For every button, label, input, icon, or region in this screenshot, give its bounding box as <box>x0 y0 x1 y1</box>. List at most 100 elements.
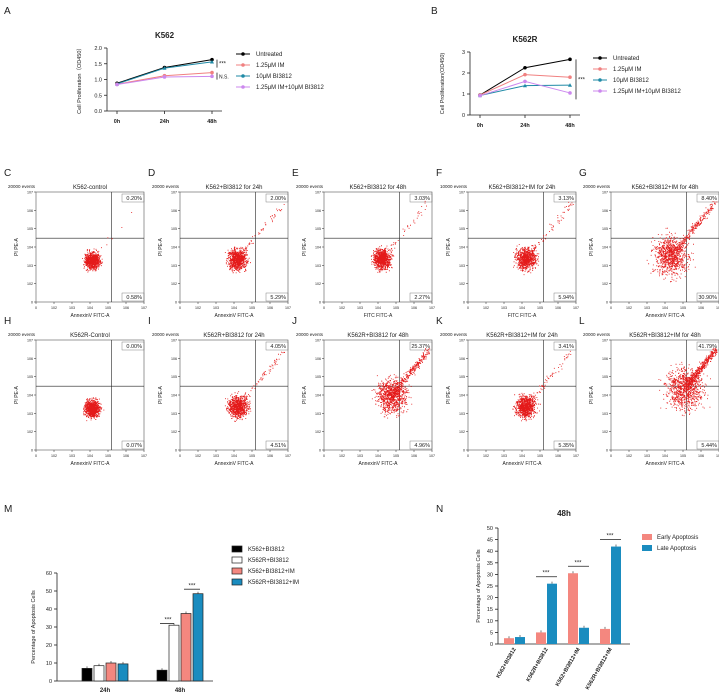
plot-frame <box>179 339 289 451</box>
legend-swatch <box>642 545 652 551</box>
x-axis-label: AnnexinV FITC-A <box>646 313 686 319</box>
x-tick-label: 106 <box>698 306 704 310</box>
x-tick-label: 103 <box>644 454 650 458</box>
data-point <box>568 91 572 95</box>
flow-title: K562R+BI3812 for 24h <box>203 333 264 339</box>
lower-right-percent: 5.44% <box>701 443 717 449</box>
x-axis-label: AnnexinV FITC-A <box>646 461 686 467</box>
y-tick-label: 105 <box>602 375 608 379</box>
flow-title: K562R+BI3812+IM for 24h <box>486 333 557 339</box>
bar <box>504 638 514 644</box>
y-tick-label: 20 <box>46 643 52 649</box>
x-tick-label: 106 <box>698 454 704 458</box>
legend-label: 1.25μM IM+10μM BI3812 <box>256 85 324 91</box>
x-tick-label: 104 <box>231 454 237 458</box>
flow-title: K562+BI3812+IM for 48h <box>631 185 698 191</box>
bar <box>93 665 105 682</box>
percent-box <box>696 341 719 351</box>
flow-panel-f: 10000 events K562+BI3812+IM for 24h 00 102 1… <box>440 184 579 319</box>
y-tick-label: 104 <box>27 246 33 250</box>
flow-panel-g: 20000 events K562+BI3812+IM for 48h 00 102 1… <box>583 184 719 319</box>
percent-box <box>553 292 577 302</box>
flow-title: K562+BI3812 for 24h <box>206 185 263 191</box>
lower-right-percent: 4.51% <box>270 443 286 449</box>
y-tick-label: 0.0 <box>94 109 102 115</box>
upper-right-percent: 3.03% <box>414 196 430 202</box>
y-axis-label: PI PE-A <box>14 237 20 255</box>
y-tick-label: 0 <box>463 301 465 305</box>
upper-right-percent: 41.79% <box>698 344 717 350</box>
bar <box>547 583 557 644</box>
y-tick-label: 102 <box>171 430 177 434</box>
y-axis-label: PI PE-A <box>589 385 595 403</box>
events-count: 20000 events <box>583 184 611 189</box>
panel-letter-d: D <box>148 168 155 179</box>
y-tick-label: 0 <box>175 301 177 305</box>
scatter-events <box>224 204 285 274</box>
bar <box>579 627 589 644</box>
y-tick-label: 0 <box>462 113 465 119</box>
significance-label: *** <box>574 560 582 566</box>
x-tick-label: 102 <box>626 454 632 458</box>
bar <box>105 662 117 682</box>
percent-box <box>265 341 289 351</box>
y-tick-label: 107 <box>459 191 465 195</box>
series-line <box>116 61 213 85</box>
legend-label: K562+BI3812 <box>248 547 285 553</box>
y-tick-label: 104 <box>315 394 321 398</box>
scatter-events <box>371 348 431 419</box>
legend-swatch <box>231 578 243 586</box>
y-tick-label: 104 <box>27 394 33 398</box>
plot-frame <box>610 339 719 451</box>
x-tick-label: 106 <box>123 454 129 458</box>
x-tick-label: 105 <box>680 454 686 458</box>
x-tick-label: 106 <box>555 454 561 458</box>
y-tick-label: 20 <box>487 596 493 602</box>
y-tick-label: 105 <box>315 227 321 231</box>
y-tick-label: 106 <box>602 209 608 213</box>
x-tick-label: 0 <box>323 454 325 458</box>
y-tick-label: 102 <box>315 430 321 434</box>
x-tick-label: 106 <box>123 306 129 310</box>
bar <box>536 632 546 644</box>
y-tick-label: 5 <box>490 630 493 636</box>
y-axis-label: PI PE-A <box>446 237 452 255</box>
y-tick-label: 102 <box>459 282 465 286</box>
flow-panel-h: 20000 events K562R-Control 00 102 102 103 103 1… <box>8 332 147 467</box>
y-tick-label: 106 <box>315 357 321 361</box>
data-point <box>523 72 527 77</box>
legend-label: Early Apoptosis <box>657 535 698 541</box>
y-tick-label: 35 <box>487 561 493 567</box>
upper-right-percent: 2.00% <box>270 196 286 202</box>
x-tick-label: 105 <box>105 306 111 310</box>
panel-letter-c: C <box>4 168 11 179</box>
y-tick-label: 0 <box>319 449 321 453</box>
percent-box <box>696 292 719 302</box>
legend-marker <box>241 74 245 78</box>
y-tick-label: 104 <box>459 394 465 398</box>
x-tick-label: 102 <box>51 454 57 458</box>
panel-letter-l: L <box>579 316 585 327</box>
x-tick-label: 104 <box>87 454 93 458</box>
y-tick-label: 106 <box>27 209 33 213</box>
y-tick-label: 104 <box>602 246 608 250</box>
significance-label: *** <box>578 77 586 83</box>
legend-label: K562R+BI3812+IM <box>248 580 299 586</box>
percent-box <box>121 292 145 302</box>
x-tick-label: 107 <box>716 306 719 310</box>
x-tick-label: 103 <box>501 454 507 458</box>
events-count: 20000 events <box>8 184 36 189</box>
x-tick-label: 105 <box>249 454 255 458</box>
y-tick-label: 102 <box>602 282 608 286</box>
y-tick-label: 104 <box>171 394 177 398</box>
flow-title: K562+BI3812 for 48h <box>350 185 407 191</box>
y-tick-label: 0 <box>490 642 493 648</box>
significance-label: *** <box>188 583 196 589</box>
percent-box <box>409 193 433 203</box>
x-tick-label: 0 <box>610 454 612 458</box>
y-axis-label: Percentage of Apoptosis Cells <box>476 549 482 623</box>
y-tick-label: 60 <box>46 571 52 577</box>
x-tick-label: 103 <box>69 306 75 310</box>
events-count: 20000 events <box>583 332 611 337</box>
x-tick-label: 0 <box>179 306 181 310</box>
